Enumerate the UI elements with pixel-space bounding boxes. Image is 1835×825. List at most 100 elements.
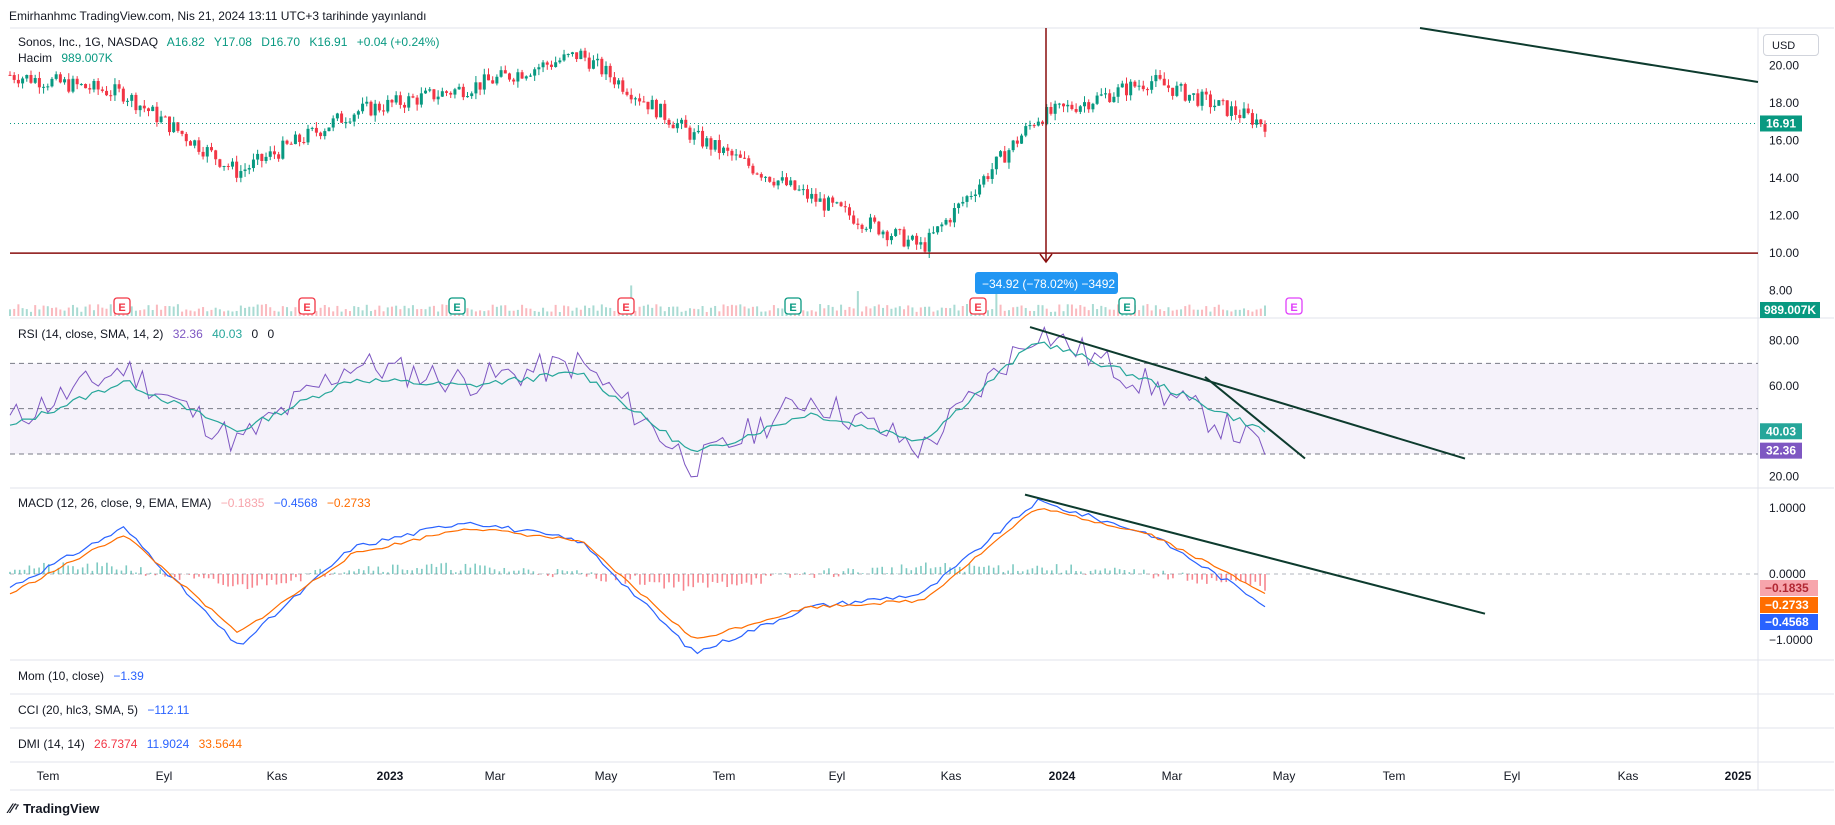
macd-hist-bar — [988, 565, 990, 574]
macd-hist-bar — [1036, 565, 1039, 574]
volume-bar — [1230, 311, 1233, 316]
volume-bar — [1213, 306, 1216, 316]
macd-hist-bar — [1210, 574, 1213, 579]
macd-hist-bar — [125, 565, 128, 574]
candle-body — [1217, 100, 1221, 106]
rsi-value-4: 0 — [267, 327, 275, 341]
time-tick-label: 2023 — [377, 769, 404, 783]
candle-body — [747, 158, 751, 166]
candle-body — [184, 133, 188, 142]
candle-body — [633, 98, 637, 100]
volume-bar — [210, 309, 213, 316]
price-tick-label: 20.00 — [1769, 59, 1799, 73]
macd-hist-bar — [329, 574, 331, 576]
macd-label: MACD (12, 26, close, 9, EMA, EMA) — [18, 496, 212, 510]
macd-hist-bar — [135, 572, 137, 574]
measure-label: −34.92 (−78.02%) −3492 — [982, 277, 1115, 291]
candle-body — [902, 229, 906, 247]
candle-body — [705, 138, 709, 147]
candle-body — [1087, 102, 1091, 110]
macd-hist-bar — [217, 574, 220, 584]
macd-hist-bar — [86, 563, 89, 574]
macd-hist-bar — [110, 566, 113, 574]
volume-bar — [378, 305, 381, 316]
volume-bar — [256, 304, 259, 316]
macd-badge — [1760, 614, 1818, 630]
candle-body — [684, 119, 688, 128]
macd-hist-bar — [222, 574, 225, 585]
macd-hist-bar — [1181, 572, 1184, 574]
macd-hist-bar — [203, 574, 205, 579]
currency-button[interactable]: USD — [1763, 34, 1819, 56]
volume-bar — [835, 310, 838, 316]
volume-bar — [1079, 305, 1082, 316]
candle-body — [675, 123, 679, 129]
macd-hist-bar — [532, 571, 535, 574]
macd-hist-bar — [978, 566, 980, 574]
macd-hist-bar — [140, 567, 142, 574]
candle-body — [151, 106, 155, 112]
candle-body — [167, 116, 171, 133]
volume-bar — [512, 310, 515, 316]
volume-bar — [1037, 304, 1040, 316]
rsi-label: RSI (14, close, SMA, 14, 2) — [18, 327, 164, 341]
macd-hist-bar — [1041, 567, 1043, 574]
trend-lines[interactable]: −34.92 (−78.02%) −3492 — [975, 27, 1759, 615]
candle-body — [407, 96, 411, 108]
candle-body — [63, 79, 67, 83]
volume-bar — [521, 304, 524, 316]
tradingview-brand[interactable]: ⁄⁄⁷ TradingView — [9, 800, 99, 816]
candle-body — [386, 99, 390, 112]
macd-hist-bar — [1050, 570, 1053, 574]
candle-body — [575, 52, 579, 60]
macd-hist-bar — [493, 569, 496, 574]
low-value: D16.70 — [261, 35, 300, 49]
macd-hist-bar — [925, 562, 927, 574]
candle-body — [470, 93, 474, 97]
volume-bar — [185, 309, 188, 316]
volume-bar — [1117, 304, 1120, 316]
volume-bar — [575, 307, 578, 316]
volume-bar — [861, 311, 864, 316]
macd-hist-bar — [799, 574, 801, 575]
volume-bar — [206, 311, 209, 316]
candle-body — [209, 147, 213, 151]
volume-bar — [441, 304, 444, 316]
macd-signal-value: −0.2733 — [326, 496, 371, 510]
volume-bar — [495, 306, 498, 316]
macd-hist-bar — [503, 567, 506, 574]
macd-hist-bar — [1123, 570, 1126, 574]
candle-body — [235, 161, 239, 178]
rsi-ma-badge-label: 40.03 — [1766, 424, 1796, 438]
macd-hist-bar — [149, 572, 152, 574]
macd-hist-bar — [1259, 574, 1261, 586]
candle-body — [365, 101, 369, 104]
price-axis: 20.00 18.00 16.00 14.00 12.00 10.00 8.00 16.91 9… — [1760, 59, 1820, 318]
volume-bar — [777, 308, 780, 316]
candle-body — [881, 231, 885, 235]
candle-body — [226, 166, 230, 168]
candle-body — [537, 67, 541, 70]
macd-hist-bar — [353, 571, 355, 574]
earnings-marker-label: E — [118, 302, 125, 314]
volume-bar — [290, 311, 293, 316]
volume-bar — [634, 310, 637, 316]
candle-body — [1137, 85, 1141, 87]
dmi-minus-value: 11.9024 — [146, 737, 190, 751]
volume-bar — [676, 306, 679, 316]
volume-bar — [772, 305, 775, 316]
volume-bar — [840, 304, 843, 316]
candle-body — [1213, 105, 1217, 108]
candle-body — [377, 103, 381, 111]
candle-body — [625, 91, 629, 95]
candle-body — [1166, 85, 1170, 88]
volume-bar — [995, 290, 998, 316]
candle-body — [982, 176, 986, 185]
volume-bar — [235, 310, 238, 316]
volume-bar — [730, 304, 733, 316]
candle-body — [507, 73, 511, 80]
volume-bar — [949, 308, 952, 316]
volume-bar — [420, 308, 423, 316]
